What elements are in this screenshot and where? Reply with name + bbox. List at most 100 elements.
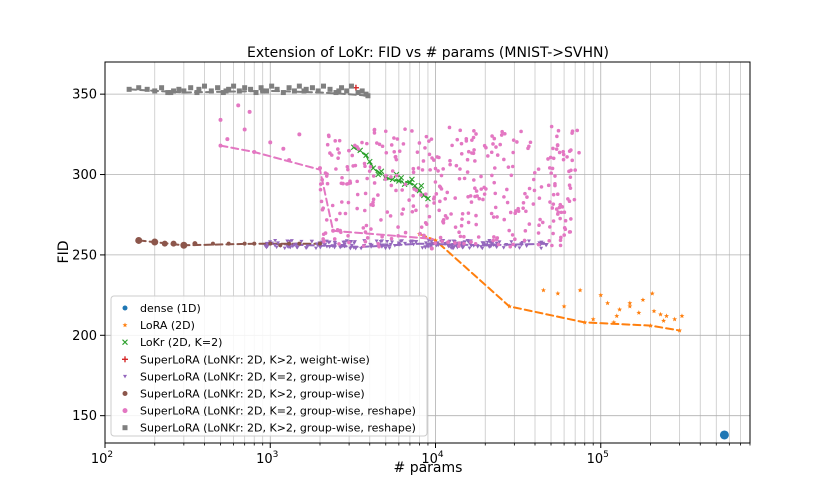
- data-point: [531, 177, 536, 182]
- data-point: [473, 241, 478, 246]
- data-point: [446, 244, 451, 249]
- y-tick-label: 200: [72, 329, 97, 344]
- legend-box: [110, 295, 428, 437]
- data-point: [490, 242, 495, 246]
- data-point: [664, 313, 669, 319]
- data-point: [464, 137, 469, 141]
- data-point: [273, 239, 278, 243]
- data-point: [159, 85, 165, 91]
- data-point: [502, 195, 506, 199]
- data-point: [265, 244, 270, 249]
- data-point: [260, 88, 266, 94]
- data-point: [342, 244, 347, 249]
- data-point: [327, 86, 333, 92]
- data-point: [471, 151, 476, 156]
- data-point: [477, 196, 482, 201]
- data-point: [180, 241, 188, 249]
- data-point: [268, 140, 273, 145]
- series-6-markers: [135, 236, 322, 249]
- data-point: [445, 216, 449, 220]
- data-point: [519, 129, 523, 134]
- data-point: [466, 220, 471, 225]
- data-point: [451, 239, 456, 244]
- data-point: [499, 133, 504, 137]
- data-point: [459, 141, 464, 146]
- data-point: [495, 153, 500, 157]
- data-point: [567, 149, 572, 154]
- data-point: [355, 179, 359, 184]
- data-point: [281, 146, 286, 151]
- data-point: [419, 225, 424, 229]
- data-point: [466, 211, 471, 215]
- data-point: [396, 241, 401, 245]
- data-point: [429, 240, 434, 244]
- data-point: [340, 175, 344, 180]
- data-point: [303, 246, 308, 250]
- data-point: [457, 176, 462, 181]
- data-point: [392, 136, 396, 140]
- data-point: [248, 86, 254, 92]
- chart-title: Extension of LoKr: FID vs # params (MNIS…: [247, 45, 609, 61]
- data-point: [474, 132, 478, 136]
- data-point: [196, 86, 202, 92]
- data-point: [679, 313, 685, 319]
- data-point: [319, 199, 324, 204]
- data-point: [561, 303, 567, 309]
- data-point: [396, 225, 400, 229]
- x-axis-title: # params: [394, 460, 463, 476]
- data-point: [473, 186, 477, 191]
- data-point: [344, 88, 350, 94]
- data-point: [290, 244, 295, 249]
- data-point: [427, 214, 432, 219]
- data-point: [348, 83, 354, 89]
- data-point: [171, 88, 177, 94]
- data-point: [377, 244, 381, 249]
- data-point: [494, 241, 499, 246]
- data-point: [333, 242, 338, 247]
- legend-marker: [122, 339, 128, 346]
- data-point: [220, 90, 226, 96]
- data-point: [296, 83, 302, 89]
- data-point: [506, 303, 512, 309]
- data-point: [165, 90, 171, 96]
- data-point: [423, 220, 428, 225]
- data-point: [490, 134, 494, 138]
- data-point: [536, 231, 541, 235]
- data-point: [561, 152, 566, 157]
- data-point: [318, 187, 323, 192]
- data-point: [161, 240, 168, 247]
- data-point: [176, 86, 182, 92]
- data-point: [375, 141, 379, 145]
- data-point: [381, 243, 386, 248]
- data-point: [508, 244, 513, 249]
- data-point: [486, 154, 490, 158]
- data-point: [521, 206, 525, 210]
- data-point: [524, 209, 528, 214]
- data-point: [361, 226, 366, 230]
- data-point: [555, 134, 559, 139]
- data-point: [503, 132, 507, 136]
- data-point: [342, 242, 347, 247]
- data-point: [395, 137, 400, 141]
- data-point: [432, 158, 436, 162]
- data-point: [636, 310, 642, 315]
- data-point: [554, 207, 559, 211]
- data-point: [443, 241, 448, 246]
- data-point: [598, 292, 604, 298]
- legend-label: LoKr (2D, K=2): [140, 336, 222, 349]
- data-point: [329, 153, 334, 157]
- data-point: [424, 134, 429, 139]
- data-point: [482, 241, 487, 245]
- data-point: [551, 219, 556, 223]
- data-point: [661, 318, 667, 323]
- data-point: [367, 169, 372, 173]
- data-point: [327, 245, 332, 249]
- data-point: [537, 223, 541, 228]
- data-point: [561, 157, 566, 162]
- data-point: [546, 183, 551, 188]
- data-point: [363, 152, 369, 159]
- data-point: [439, 173, 444, 178]
- data-point: [282, 246, 287, 251]
- data-point: [640, 297, 646, 303]
- data-point: [523, 229, 528, 233]
